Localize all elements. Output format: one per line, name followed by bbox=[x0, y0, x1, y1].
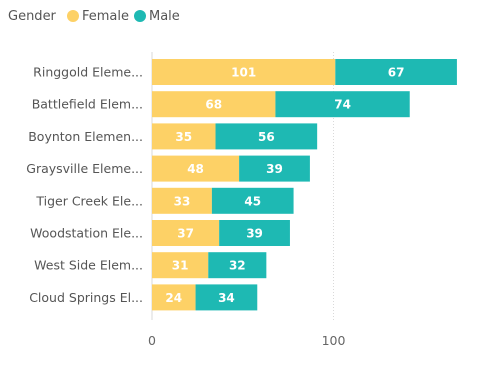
bar-male-3 bbox=[239, 155, 310, 182]
value-label-male-5: 39 bbox=[246, 227, 263, 241]
bar-female-0 bbox=[152, 59, 336, 85]
bar-male-4 bbox=[211, 187, 294, 214]
legend-title: Gender bbox=[8, 9, 57, 24]
bar-male-2 bbox=[215, 123, 318, 150]
legend-marker-female bbox=[67, 10, 79, 22]
bar-female-7 bbox=[152, 284, 196, 311]
bar-female-3 bbox=[152, 155, 240, 182]
value-label-female-6: 31 bbox=[172, 259, 189, 273]
x-axis-ticks: 0 100 bbox=[148, 333, 345, 348]
category-label-2: Boynton Elemen... bbox=[28, 129, 143, 144]
legend-label-female: Female bbox=[82, 9, 129, 24]
value-label-female-1: 68 bbox=[205, 98, 222, 112]
bars: 101 67 68 74 35 56 48 39 33 45 37 39 31 32 24 34 bbox=[152, 59, 457, 311]
value-label-male-3: 39 bbox=[266, 162, 283, 176]
category-label-3: Graysville Eleme... bbox=[26, 161, 143, 176]
bar-male-6 bbox=[208, 252, 267, 279]
bar-female-5 bbox=[152, 220, 220, 246]
value-label-female-2: 35 bbox=[175, 130, 192, 144]
bar-female-6 bbox=[152, 252, 209, 279]
value-label-male-7: 34 bbox=[218, 291, 235, 305]
value-label-male-2: 56 bbox=[258, 130, 275, 144]
category-label-7: Cloud Springs El... bbox=[29, 290, 143, 305]
x-tick-label-0: 0 bbox=[148, 333, 156, 348]
bar-female-4 bbox=[152, 187, 212, 214]
value-label-male-6: 32 bbox=[229, 259, 246, 273]
bar-male-1 bbox=[275, 91, 410, 118]
bar-male-0 bbox=[335, 59, 457, 85]
bar-male-7 bbox=[195, 284, 258, 311]
legend-marker-male bbox=[134, 10, 146, 22]
category-label-0: Ringgold Eleme... bbox=[33, 65, 143, 80]
x-tick-label-100: 100 bbox=[322, 333, 346, 348]
value-label-female-7: 24 bbox=[165, 291, 182, 305]
value-label-female-4: 33 bbox=[174, 194, 191, 208]
bar-female-1 bbox=[152, 91, 276, 118]
value-label-male-0: 67 bbox=[388, 66, 405, 80]
category-label-4: Tiger Creek Ele... bbox=[35, 193, 143, 208]
legend-label-male: Male bbox=[149, 9, 180, 24]
category-label-1: Battlefield Elem... bbox=[32, 97, 143, 112]
bar-male-5 bbox=[219, 220, 290, 246]
category-label-6: West Side Elem... bbox=[34, 258, 143, 273]
category-label-5: Woodstation Ele... bbox=[30, 226, 143, 241]
value-label-female-5: 37 bbox=[177, 227, 194, 241]
legend: Gender Female Male bbox=[8, 9, 180, 24]
value-label-male-4: 45 bbox=[244, 194, 261, 208]
bar-female-2 bbox=[152, 123, 216, 150]
value-label-male-1: 74 bbox=[334, 98, 351, 112]
category-labels: Ringgold Eleme... Battlefield Elem... Boyn… bbox=[26, 65, 143, 305]
value-label-female-3: 48 bbox=[187, 162, 204, 176]
value-label-female-0: 101 bbox=[231, 66, 256, 80]
